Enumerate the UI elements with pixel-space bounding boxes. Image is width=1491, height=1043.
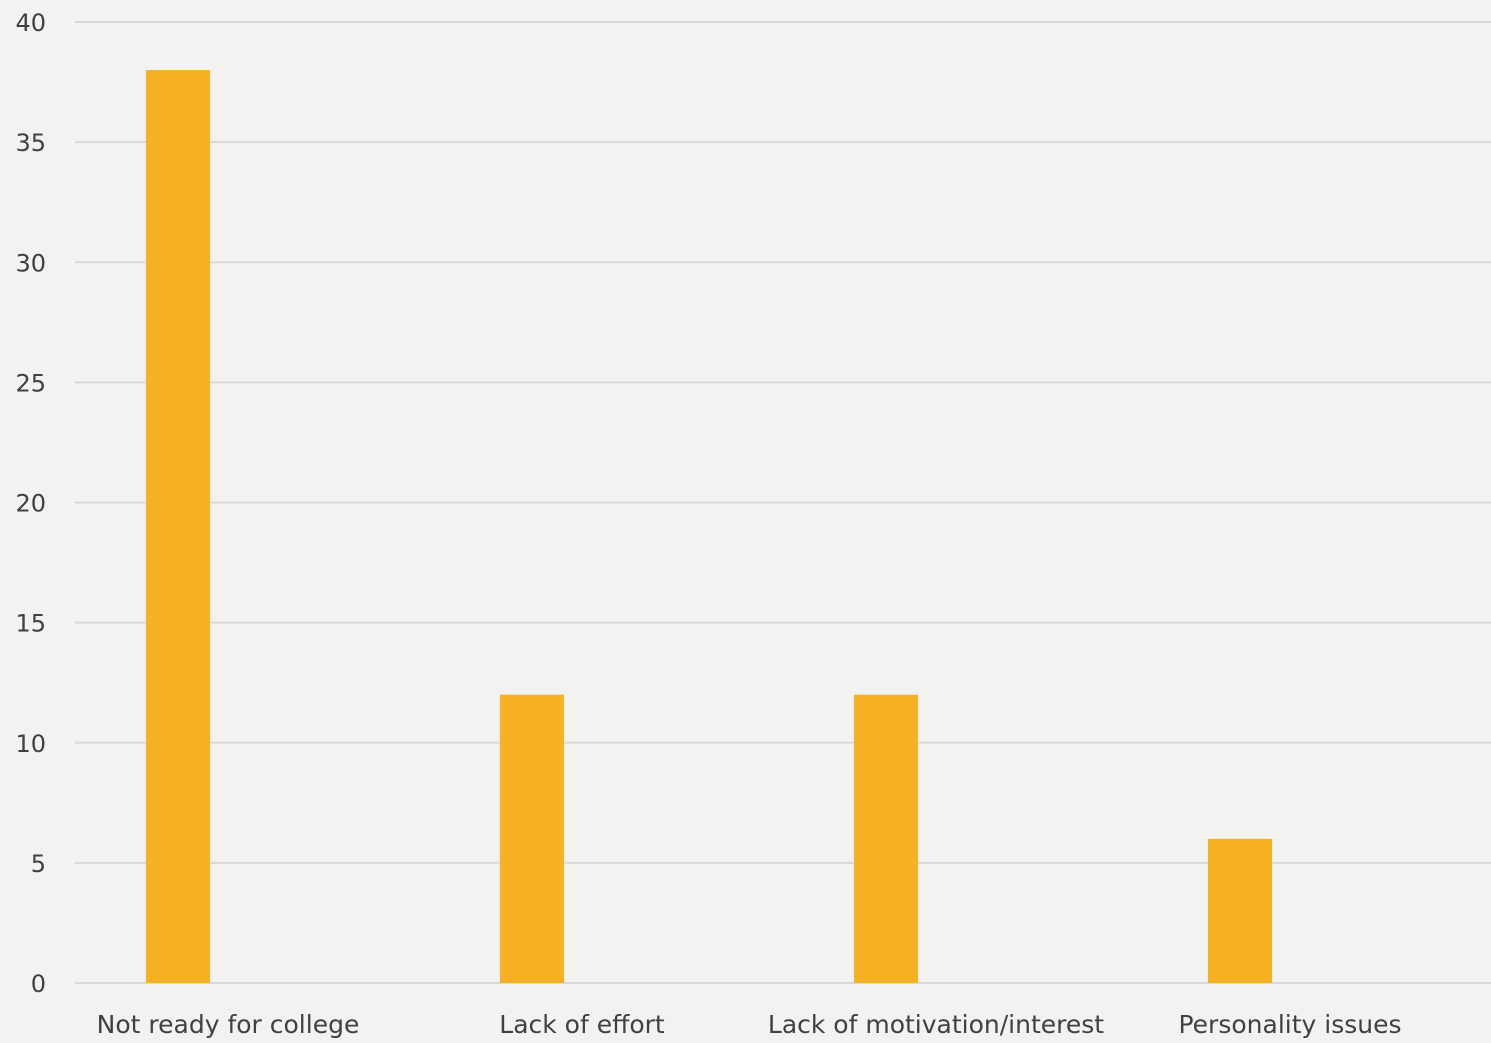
x-tick-label: Lack of motivation/interest — [768, 1010, 1104, 1038]
bar-3 — [1208, 838, 1272, 983]
x-tick-label: Lack of effort — [499, 1010, 665, 1038]
y-tick-label: 5 — [31, 850, 46, 878]
y-tick-label: 15 — [15, 610, 46, 638]
y-tick-label: 25 — [15, 369, 46, 397]
bar-0 — [146, 70, 210, 984]
x-tick-label: Not ready for college — [97, 1010, 360, 1038]
y-axis-tick-labels: 0 5 10 15 20 25 30 35 40 — [15, 9, 46, 998]
bar-1 — [500, 694, 564, 983]
y-tick-label: 0 — [31, 970, 46, 998]
y-tick-label: 30 — [15, 249, 46, 277]
y-tick-label: 40 — [15, 9, 46, 37]
bar-2 — [854, 694, 918, 983]
bars — [146, 70, 1272, 984]
y-tick-label: 20 — [15, 490, 46, 518]
gridlines — [75, 21, 1491, 984]
y-tick-label: 10 — [15, 730, 46, 758]
x-tick-label: Personality issues — [1178, 1010, 1401, 1038]
y-tick-label: 35 — [15, 129, 46, 157]
x-axis-tick-labels: Not ready for college Lack of effort Lack … — [97, 1010, 1402, 1039]
